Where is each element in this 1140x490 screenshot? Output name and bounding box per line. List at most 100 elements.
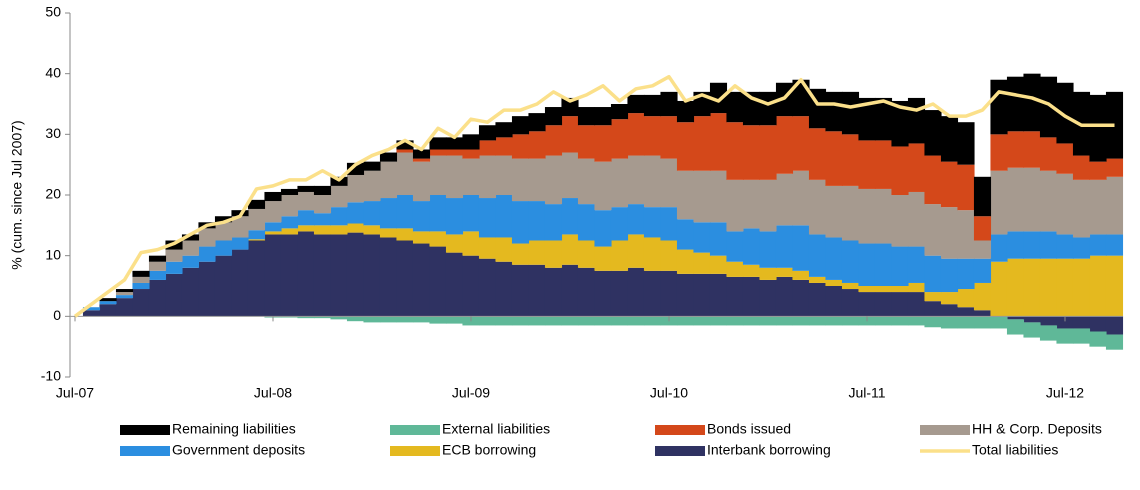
bar-segment bbox=[495, 237, 513, 262]
bar-segment bbox=[940, 161, 959, 208]
bar-segment bbox=[1023, 231, 1041, 259]
bar-segment bbox=[676, 249, 695, 274]
bar-segment bbox=[924, 110, 942, 156]
bar-segment bbox=[429, 195, 447, 232]
bar-segment bbox=[181, 240, 200, 256]
bar-segment bbox=[379, 161, 398, 199]
bar-segment bbox=[528, 264, 546, 317]
bar-segment bbox=[247, 240, 266, 317]
y-tick-label: 0 bbox=[53, 307, 61, 323]
bar-segment bbox=[478, 125, 497, 141]
bar-segment bbox=[1039, 231, 1058, 259]
bar-segment bbox=[660, 116, 678, 159]
bar-segment bbox=[825, 91, 843, 132]
bar-segment bbox=[643, 207, 662, 238]
bar-segment bbox=[924, 255, 942, 293]
bar-segment bbox=[214, 240, 233, 256]
bar-segment bbox=[528, 131, 546, 159]
bar-segment bbox=[478, 258, 497, 317]
bar-segment bbox=[627, 234, 645, 268]
bar-segment bbox=[528, 113, 546, 132]
bar-segment bbox=[396, 228, 414, 241]
bar-segment bbox=[148, 261, 167, 271]
bar-segment bbox=[693, 116, 711, 171]
x-tick-label: Jul-10 bbox=[650, 385, 688, 401]
y-tick-label: -10 bbox=[41, 368, 61, 384]
bar-segment bbox=[412, 243, 431, 317]
legend-swatch bbox=[120, 425, 170, 435]
bar-segment bbox=[297, 191, 315, 211]
bar-segment bbox=[561, 97, 579, 117]
bar-segment bbox=[1089, 161, 1107, 180]
bar-segment bbox=[132, 289, 150, 317]
bar-segment bbox=[330, 207, 348, 226]
bar-segment bbox=[379, 198, 398, 229]
bar-segment bbox=[577, 158, 596, 205]
bar-segment bbox=[247, 199, 266, 209]
bar-segment bbox=[1006, 319, 1025, 335]
bar-segment bbox=[940, 316, 959, 329]
legend-swatch bbox=[390, 425, 440, 435]
y-tick-label: 10 bbox=[45, 246, 61, 262]
bar-segment bbox=[528, 240, 546, 265]
bar-segment bbox=[924, 292, 942, 302]
legend-label: Total liabilities bbox=[972, 442, 1058, 458]
bar-segment bbox=[990, 170, 1008, 235]
bar-segment bbox=[363, 225, 381, 235]
bar-segment bbox=[429, 149, 447, 156]
bar-segment bbox=[148, 270, 167, 280]
bar-segment bbox=[181, 267, 200, 317]
x-tick-label: Jul-07 bbox=[56, 385, 94, 401]
bar-segment bbox=[561, 116, 579, 153]
bar-segment bbox=[379, 237, 398, 317]
bar-segment bbox=[297, 210, 315, 226]
bar-segment bbox=[363, 234, 381, 317]
bar-segment bbox=[511, 201, 530, 244]
bar-segment bbox=[594, 316, 612, 326]
bar-segment bbox=[594, 210, 612, 247]
bar-segment bbox=[561, 198, 579, 235]
bar-segment bbox=[1006, 167, 1025, 232]
bar-segment bbox=[907, 292, 926, 317]
bar-segment bbox=[924, 316, 942, 328]
bar-segment bbox=[412, 158, 431, 162]
bar-segment bbox=[775, 116, 794, 174]
bar-segment bbox=[627, 267, 645, 317]
bar-segment bbox=[561, 264, 579, 317]
bar-segment bbox=[841, 185, 860, 241]
bar-segment bbox=[891, 195, 909, 247]
bar-segment bbox=[396, 140, 414, 150]
bar-segment bbox=[907, 143, 926, 192]
bar-segment bbox=[330, 185, 348, 208]
bar-segment bbox=[709, 170, 728, 223]
bar-segment bbox=[264, 191, 282, 202]
bar-segment bbox=[808, 179, 827, 235]
bar-segment bbox=[577, 125, 596, 159]
bar-segment bbox=[643, 316, 662, 326]
bar-segment bbox=[891, 286, 909, 293]
bar-segment bbox=[610, 316, 629, 326]
bar-segment bbox=[346, 316, 365, 322]
bar-segment bbox=[891, 100, 909, 147]
bar-segment bbox=[247, 208, 266, 231]
bar-segment bbox=[858, 286, 876, 293]
bar-segment bbox=[445, 155, 464, 199]
bar-segment bbox=[511, 158, 530, 202]
bar-segment bbox=[561, 234, 579, 265]
bar-segment bbox=[759, 231, 777, 268]
bar-segment bbox=[445, 137, 464, 150]
bar-segment bbox=[561, 316, 579, 326]
bar-segment bbox=[511, 116, 530, 135]
bar-segment bbox=[676, 219, 695, 250]
bar-segment bbox=[759, 125, 777, 180]
bar-segment bbox=[577, 204, 596, 241]
legend-swatch bbox=[655, 446, 705, 456]
bar-segment bbox=[858, 243, 876, 286]
bar-segment bbox=[907, 316, 926, 326]
bar-segment bbox=[181, 255, 200, 268]
legend-label: HH & Corp. Deposits bbox=[972, 421, 1102, 437]
bar-segment bbox=[379, 152, 398, 162]
bar-segment bbox=[544, 107, 563, 126]
bar-segment bbox=[841, 134, 860, 186]
bar-segment bbox=[891, 246, 909, 286]
